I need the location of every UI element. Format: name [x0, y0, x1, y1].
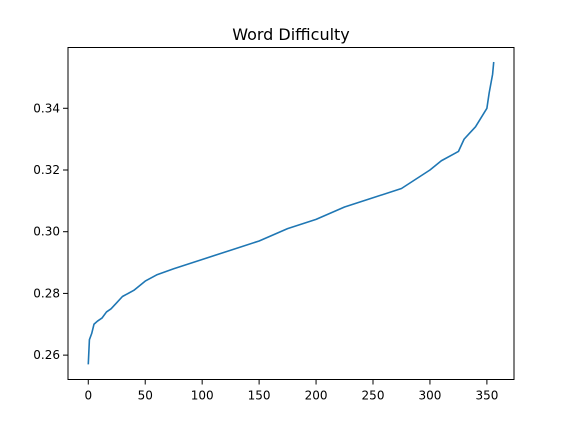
x-tick-label: 250	[362, 389, 385, 403]
chart-title: Word Difficulty	[232, 25, 350, 44]
x-tick-label: 100	[191, 389, 214, 403]
y-tick-label: 0.26	[33, 348, 60, 362]
x-tick-label: 0	[84, 389, 92, 403]
series-line	[87, 61, 495, 365]
y-tick-label: 0.34	[33, 101, 60, 115]
y-tick-label: 0.32	[33, 163, 60, 177]
y-tick-label: 0.30	[33, 225, 60, 239]
x-tick-label: 200	[305, 389, 328, 403]
x-tick-label: 300	[418, 389, 441, 403]
x-tick-label: 350	[475, 389, 498, 403]
x-tick-label: 150	[248, 389, 271, 403]
y-tick-label: 0.28	[33, 286, 60, 300]
x-tick-label: 50	[138, 389, 153, 403]
plot-frame	[67, 47, 515, 380]
